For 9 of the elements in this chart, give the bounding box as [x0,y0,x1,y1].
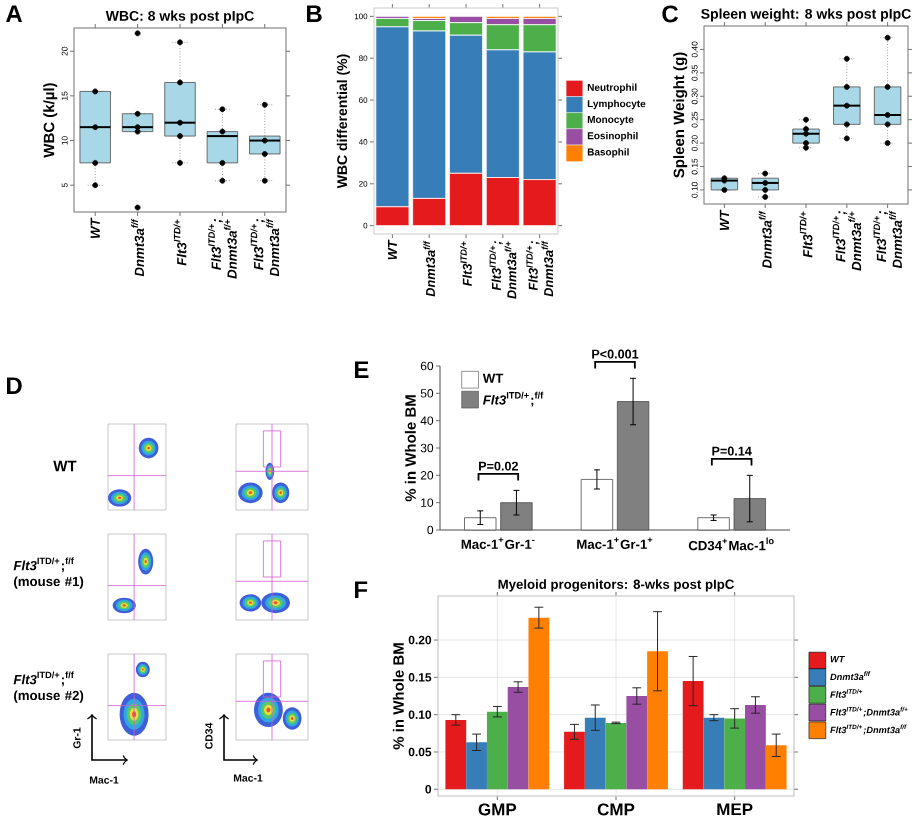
text: D [7,377,22,394]
text: C [662,5,679,23]
text: B [307,5,322,22]
x-tick-label: CMP [597,803,635,816]
text: F [355,581,368,598]
x-tick-label: MEP [717,803,753,816]
text: A [6,5,23,22]
text: E [355,361,369,378]
x-tick-label: GMP [478,803,517,816]
